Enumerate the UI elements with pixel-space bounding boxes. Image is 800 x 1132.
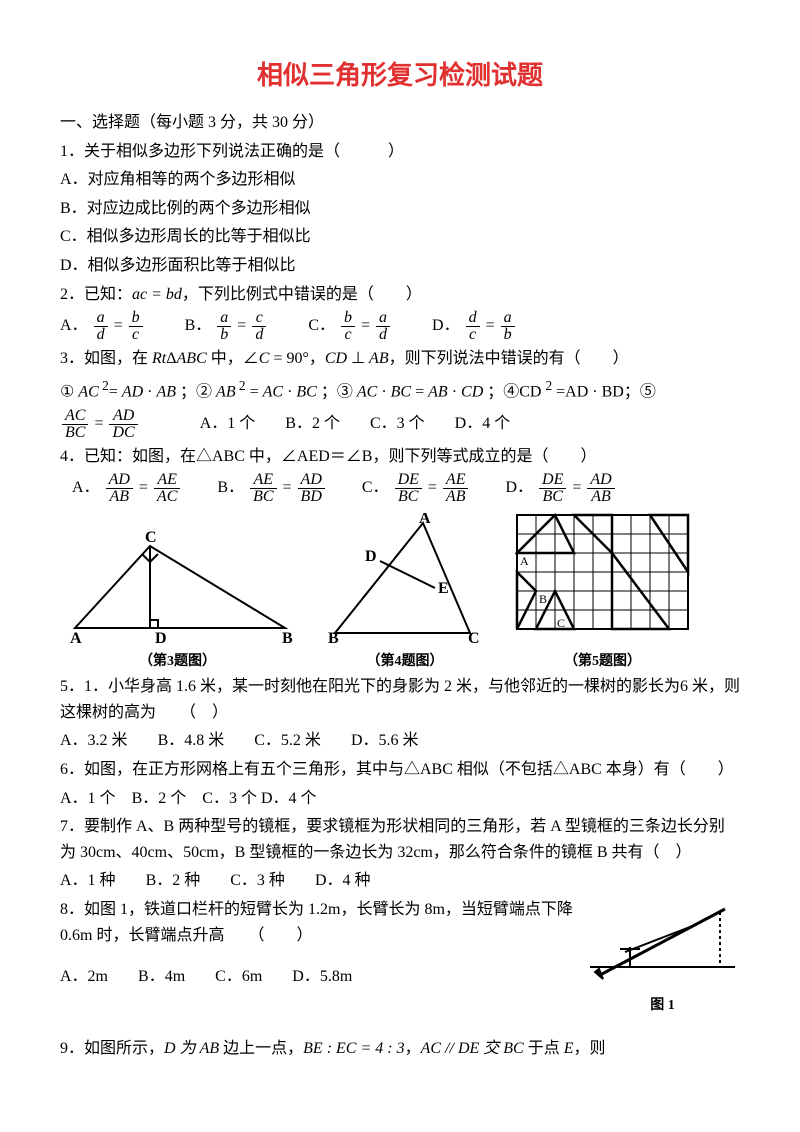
q1-a: A．对应角相等的两个多边形相似 <box>60 167 740 193</box>
section-heading: 一、选择题（每小题 3 分，共 30 分） <box>60 110 740 136</box>
q5-stem: 5．1．小华身高 1.6 米，某一时刻他在阳光下的身影为 2 米，与他邻近的一棵… <box>60 674 740 725</box>
svg-text:B: B <box>328 630 339 647</box>
svg-text:A: A <box>70 630 82 647</box>
title: 相似三角形复习检测试题 <box>60 55 740 92</box>
q3-row1: ① AC 2= AD · AB ；② AB 2 = AC · BC ；③ AC … <box>60 375 740 405</box>
q4-stem: 4．已知：如图，在△ABC 中，∠AED＝∠B，则下列等式成立的是（ ） <box>60 444 740 470</box>
svg-text:D: D <box>155 630 167 647</box>
q3-stem: 3．如图，在 RtΔABC 中，∠C = 90°，CD ⊥ AB，则下列说法中错… <box>60 346 740 372</box>
figure-4: A B C D E （第4题图） <box>320 513 490 670</box>
q5-opts: A．3.2 米B．4.8 米C．5.2 米D．5.6 米 <box>60 728 740 754</box>
q2-stem: 2．已知：ac = bd，下列比例式中错误的是（ ） <box>60 282 740 308</box>
q4-options: A． ADAB = AEAC B． AEBC = ADBD C． DEBC = … <box>60 472 740 505</box>
q9-stem: 9．如图所示，D 为 AB 边上一点，BE : EC = 4 : 3，AC //… <box>60 1036 740 1062</box>
svg-text:A: A <box>520 554 529 568</box>
figure-8: 图 1 <box>585 897 740 1014</box>
q8-block: 图 1 8．如图 1，铁道口栏杆的短臂长为 1.2m，长臂长为 8m，当短臂端点… <box>60 897 740 1033</box>
page: 相似三角形复习检测试题 一、选择题（每小题 3 分，共 30 分） 1．关于相似… <box>0 0 800 1104</box>
q2-options: A． ad = bc B． ab = cd C． bc = ad D． dc =… <box>60 310 740 343</box>
q6-stem: 6．如图，在正方形网格上有五个三角形，其中与△ABC 相似（不包括△ABC 本身… <box>60 757 740 783</box>
q7-opts: A．1 种B．2 种C．3 种D．4 种 <box>60 868 740 894</box>
q6-opts: A．1 个 B．2 个 C．3 个 D．4 个 <box>60 786 740 812</box>
svg-text:C: C <box>468 630 480 647</box>
svg-text:C: C <box>145 529 157 546</box>
q3-row2: ACBC = ADDC A．1 个B．2 个C．3 个D．4 个 <box>60 408 740 441</box>
q1-c: C．相似多边形周长的比等于相似比 <box>60 224 740 250</box>
svg-text:C: C <box>557 616 565 630</box>
svg-text:D: D <box>365 548 377 565</box>
q1-d: D．相似多边形面积比等于相似比 <box>60 253 740 279</box>
svg-text:B: B <box>539 592 547 606</box>
q1-stem: 1．关于相似多边形下列说法正确的是（ ） <box>60 139 740 165</box>
q1-b: B．对应边成比例的两个多边形相似 <box>60 196 740 222</box>
figure-5-grid: A B C （第5题图） <box>515 513 690 670</box>
svg-text:A: A <box>419 513 431 527</box>
figure-3: A B C D （第3题图） <box>60 528 295 670</box>
svg-text:E: E <box>438 580 449 597</box>
q7-stem: 7．要制作 A、B 两种型号的镜框，要求镜框为形状相同的三角形，若 A 型镜框的… <box>60 814 740 865</box>
figure-row: A B C D （第3题图） A B C D E （第4题图） <box>60 513 740 670</box>
svg-text:B: B <box>282 630 293 647</box>
